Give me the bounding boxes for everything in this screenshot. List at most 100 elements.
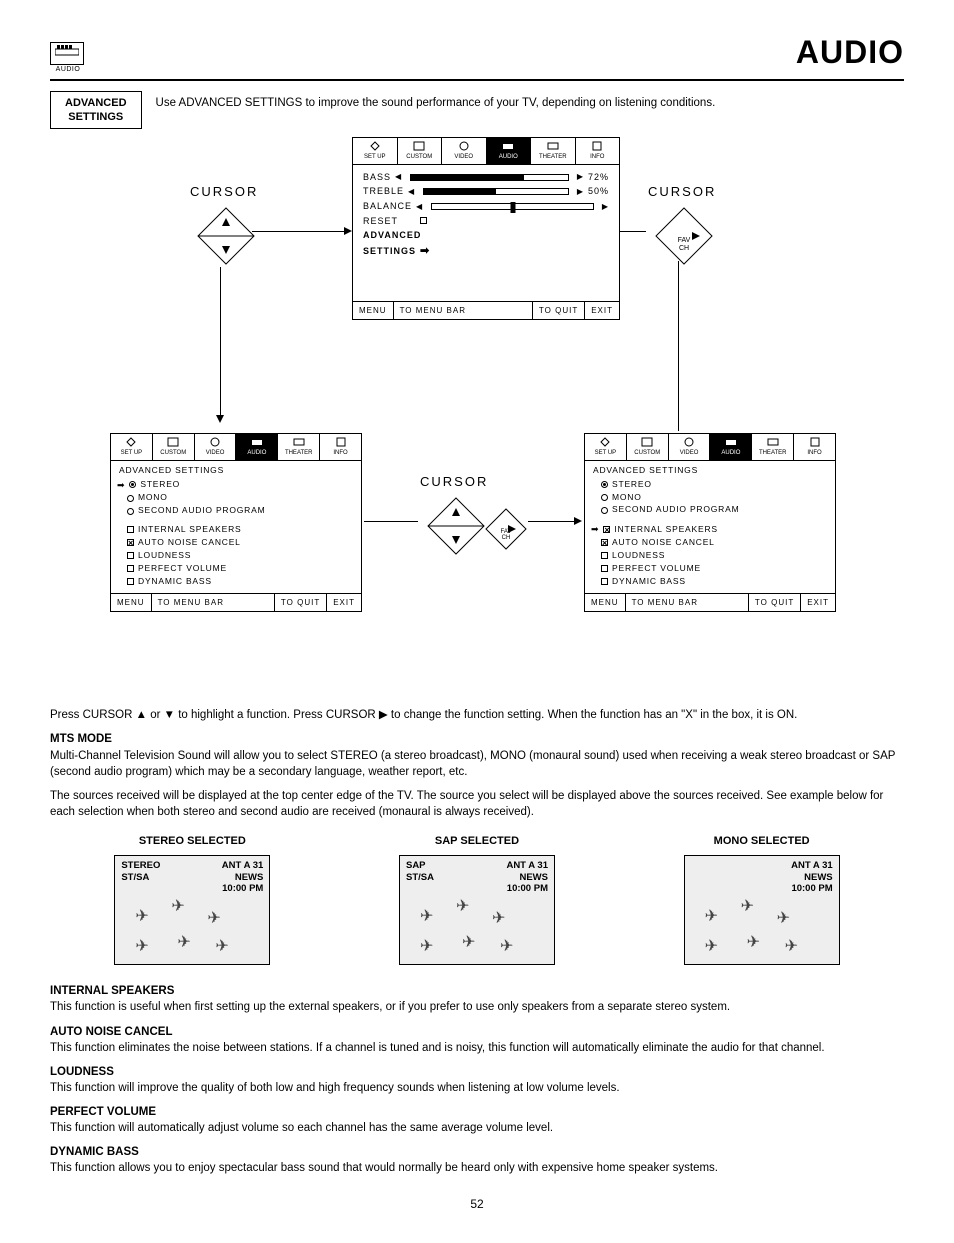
cursor-mid-label: CURSOR	[420, 473, 488, 491]
treble-slider	[423, 188, 569, 195]
arrow-right-down2	[678, 381, 679, 431]
item-stereo-l: STEREO	[140, 479, 180, 491]
footer-quit: TO QUIT	[533, 302, 585, 319]
chk-internal-r	[603, 526, 610, 533]
adv-footer-r: MENU TO MENU BAR TO QUIT EXIT	[585, 593, 835, 611]
chk-db-l	[127, 578, 134, 585]
svg-text:CH: CH	[502, 535, 511, 541]
advanced-label2: SETTINGS	[363, 245, 416, 258]
tab-info: INFO	[576, 138, 620, 163]
mts-p1: Multi-Channel Television Sound will allo…	[50, 748, 904, 780]
cursor-right-label: CURSOR	[648, 183, 716, 201]
adv-menu-right: SET UP CUSTOM VIDEO AUDIO THEATER INFO A…	[584, 433, 836, 611]
tv-sap-label: SAP SELECTED	[399, 834, 555, 849]
arrow-right-down	[678, 261, 679, 381]
tab-theater-br: THEATER	[752, 434, 794, 459]
adv-menu-left: SET UP CUSTOM VIDEO AUDIO THEATER INFO A…	[110, 433, 362, 611]
footer-menu: MENU	[353, 302, 394, 319]
radio-mono-l	[127, 495, 134, 502]
chk-loudness-l	[127, 552, 134, 559]
footer-bar: TO MENU BAR	[394, 302, 533, 319]
balance-slider	[431, 203, 594, 210]
item-anc-l: AUTO NOISE CANCEL	[138, 537, 241, 549]
cursor-left-block: CURSOR	[190, 183, 258, 261]
svg-text:FAV: FAV	[678, 237, 691, 244]
tv-sap-screen: SAPANT A 31 ST/SANEWS 10:00 PM ✈✈✈ ✈✈✈	[399, 855, 555, 965]
cursor-left-label: CURSOR	[190, 183, 258, 201]
tv-sap: SAP SELECTED SAPANT A 31 ST/SANEWS 10:00…	[399, 834, 555, 965]
item-sap-r: SECOND AUDIO PROGRAM	[612, 504, 739, 516]
balance-label: BALANCE	[363, 200, 412, 213]
page-header: AUDIO AUDIO	[50, 30, 904, 75]
tab-video: VIDEO	[442, 138, 487, 163]
internal-text: This function is useful when first setti…	[50, 999, 904, 1015]
adv-header-l: ADVANCED SETTINGS	[119, 465, 353, 477]
item-mono-l: MONO	[138, 492, 168, 504]
item-sap-l: SECOND AUDIO PROGRAM	[138, 505, 265, 517]
svg-text:CH: CH	[679, 245, 689, 252]
anc-text: This function eliminates the noise betwe…	[50, 1040, 904, 1056]
tv-mono: MONO SELECTED ANT A 31 NEWS 10:00 PM ✈✈✈…	[684, 834, 840, 965]
tv-stereo: STEREO SELECTED STEREOANT A 31 ST/SANEWS…	[114, 834, 270, 965]
item-loudness-r: LOUDNESS	[612, 550, 665, 562]
audio-menu-footer: MENU TO MENU BAR TO QUIT EXIT	[353, 301, 619, 319]
arrow-left-to-menu	[252, 231, 344, 232]
tab-custom-bl: CUSTOM	[153, 434, 195, 459]
cursor-mid-block: CURSOR	[420, 473, 488, 551]
tv-stereo-label: STEREO SELECTED	[114, 834, 270, 849]
item-internal-l: INTERNAL SPEAKERS	[138, 524, 242, 536]
tab-custom-br: CUSTOM	[627, 434, 669, 459]
cursor-diamond-mid	[426, 496, 482, 552]
instruction-text: Press CURSOR ▲ or ▼ to highlight a funct…	[50, 707, 904, 723]
title-rule	[50, 79, 904, 81]
chk-anc-l	[127, 539, 134, 546]
db-text: This function allows you to enjoy specta…	[50, 1160, 904, 1176]
advanced-settings-box: ADVANCED SETTINGS	[50, 91, 142, 130]
pv-head: PERFECT VOLUME	[50, 1104, 904, 1120]
adv-footer-l: MENU TO MENU BAR TO QUIT EXIT	[111, 593, 361, 611]
anc-head: AUTO NOISE CANCEL	[50, 1024, 904, 1040]
arrow-mid-head	[574, 517, 582, 525]
pv-text: This function will automatically adjust …	[50, 1120, 904, 1136]
fav-diamond-mid: FAVCH	[484, 507, 528, 556]
diagram-area: CURSOR SET UP CUSTOM VIDEO AUDIO THEATER…	[50, 137, 904, 697]
mts-p2: The sources received will be displayed a…	[50, 788, 904, 820]
menu-tabs-bl: SET UP CUSTOM VIDEO AUDIO THEATER INFO	[111, 434, 361, 460]
radio-stereo-r	[601, 481, 608, 488]
adv-box-line1: ADVANCED	[65, 96, 127, 110]
tv-examples-row: STEREO SELECTED STEREOANT A 31 ST/SANEWS…	[50, 834, 904, 965]
audio-menu-box: SET UP CUSTOM VIDEO AUDIO THEATER INFO B…	[352, 137, 620, 320]
tab-setup-br: SET UP	[585, 434, 627, 459]
adv-list-left: ADVANCED SETTINGS ➡STEREO MONO SECOND AU…	[111, 461, 361, 593]
audio-page-icon: AUDIO	[50, 42, 86, 75]
audio-menu-body: BASS◀▶72% TREBLE◀▶50% BALANCE◀▶ RESET AD…	[353, 165, 619, 301]
item-pv-r: PERFECT VOLUME	[612, 563, 701, 575]
bass-label: BASS	[363, 171, 391, 184]
tab-video-br: VIDEO	[669, 434, 711, 459]
arrow-left-down	[220, 267, 221, 415]
item-loudness-l: LOUDNESS	[138, 550, 191, 562]
tab-video-bl: VIDEO	[195, 434, 237, 459]
chk-anc-r	[601, 539, 608, 546]
arrow-left-head	[344, 227, 352, 235]
intro-row: ADVANCED SETTINGS Use ADVANCED SETTINGS …	[50, 91, 904, 130]
cursor-diamond-left	[196, 206, 252, 262]
tv-mono-label: MONO SELECTED	[684, 834, 840, 849]
treble-label: TREBLE	[363, 185, 404, 198]
loudness-head: LOUDNESS	[50, 1064, 904, 1080]
chk-loudness-r	[601, 552, 608, 559]
advanced-label1: ADVANCED	[363, 229, 421, 242]
tab-audio: AUDIO	[487, 138, 532, 163]
tv-stereo-screen: STEREOANT A 31 ST/SANEWS 10:00 PM ✈✈✈ ✈✈…	[114, 855, 270, 965]
menu-tabs-top: SET UP CUSTOM VIDEO AUDIO THEATER INFO	[353, 138, 619, 164]
intro-text: Use ADVANCED SETTINGS to improve the sou…	[156, 91, 716, 111]
arrow-left-down-head	[216, 415, 224, 423]
chk-internal-l	[127, 526, 134, 533]
tab-audio-br: AUDIO	[710, 434, 752, 459]
top-icon-label: AUDIO	[50, 65, 86, 75]
adv-list-right: ADVANCED SETTINGS STEREO MONO SECOND AUD…	[585, 461, 835, 593]
db-head: DYNAMIC BASS	[50, 1144, 904, 1160]
arrow-mid-to-br	[528, 521, 574, 522]
adv-box-line2: SETTINGS	[65, 110, 127, 124]
cursor-diamond-right: FAVCH	[654, 206, 710, 262]
